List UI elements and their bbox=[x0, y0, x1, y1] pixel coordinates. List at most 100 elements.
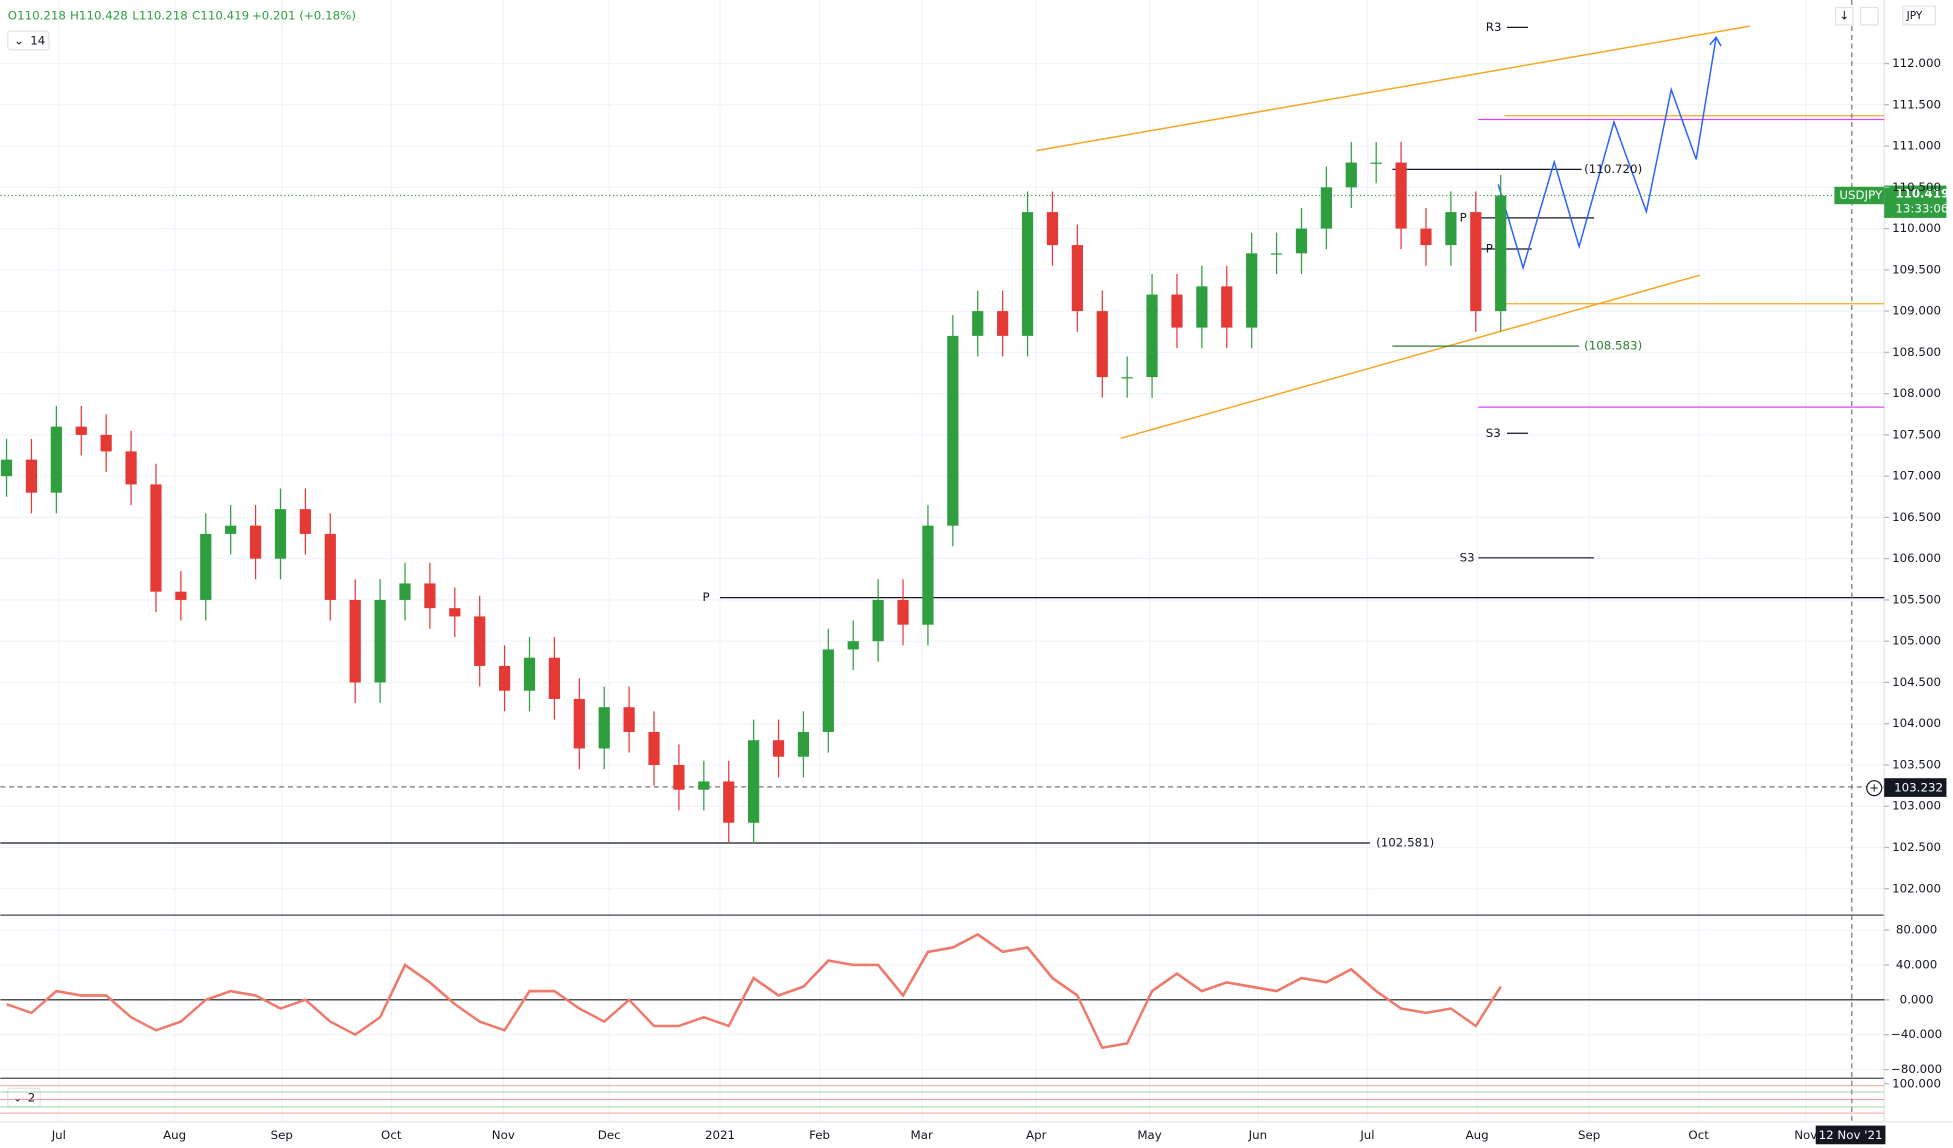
candle-body bbox=[498, 665, 511, 691]
annotation: S3 bbox=[1486, 426, 1501, 440]
icon: + bbox=[1869, 781, 1879, 795]
candle-body bbox=[25, 459, 38, 493]
y-tick-label: 111.000 bbox=[1892, 139, 1941, 153]
x-tick-label: Dec bbox=[598, 1128, 621, 1142]
candle-body bbox=[772, 740, 785, 757]
crosshair-date-badge bbox=[1815, 1125, 1886, 1145]
candle-body bbox=[723, 781, 735, 823]
candle-body bbox=[1221, 286, 1233, 328]
candle-body bbox=[175, 591, 187, 600]
candle-body bbox=[1021, 212, 1034, 336]
candle-body bbox=[1470, 212, 1482, 312]
candle-body bbox=[150, 484, 162, 592]
annotation: P bbox=[1460, 210, 1467, 224]
candle-body bbox=[1046, 212, 1059, 246]
candle-body bbox=[1295, 228, 1308, 254]
candle-body bbox=[673, 764, 685, 790]
candle-body bbox=[374, 599, 386, 683]
y-tick-label: −40.000 bbox=[1891, 1027, 1942, 1041]
candle-body bbox=[274, 509, 287, 559]
indicator-length: 2 bbox=[28, 1091, 36, 1105]
candle-body bbox=[399, 583, 411, 600]
candle-body bbox=[1345, 162, 1357, 188]
y-tick-label: 40.000 bbox=[1896, 957, 1937, 971]
x-tick-label: Jun bbox=[1248, 1128, 1267, 1142]
candle-body bbox=[648, 731, 660, 765]
candle-body bbox=[947, 335, 959, 526]
crosshair-price: 103.232 bbox=[1894, 781, 1943, 795]
crosshair-add[interactable] bbox=[1866, 780, 1883, 797]
y-tick-label: 102.000 bbox=[1892, 881, 1941, 895]
y-tick-label: 105.500 bbox=[1892, 592, 1941, 606]
x-tick-label: Oct bbox=[1688, 1128, 1709, 1142]
candle-body bbox=[797, 731, 810, 757]
x-tick-label: Oct bbox=[381, 1128, 402, 1142]
candle-body bbox=[1196, 286, 1208, 328]
candle-body bbox=[299, 509, 311, 534]
x-tick-label: Aug bbox=[163, 1128, 186, 1142]
candle-body bbox=[1445, 212, 1457, 246]
drawings bbox=[0, 0, 1885, 1122]
y-tick-label: 109.000 bbox=[1892, 304, 1941, 318]
y-tick-label: 103.500 bbox=[1892, 757, 1941, 771]
y-tick-label: −80.000 bbox=[1891, 1062, 1942, 1076]
crosshair-date: 12 Nov '21 bbox=[1819, 1128, 1883, 1142]
candle-body bbox=[972, 311, 984, 336]
symbol: USDJPY bbox=[1839, 188, 1883, 202]
candle-body bbox=[1420, 228, 1432, 246]
y-tick-label: 107.000 bbox=[1892, 469, 1941, 483]
x-tick-label: Apr bbox=[1026, 1128, 1047, 1142]
ohlc-open: O110.218 bbox=[8, 9, 66, 23]
symbol-badge bbox=[1834, 186, 1885, 205]
oscillator-positive bbox=[5, 933, 1502, 1000]
candle-body bbox=[872, 599, 884, 642]
y-tick-label: 110.000 bbox=[1892, 221, 1941, 235]
candle-body bbox=[75, 426, 87, 435]
candle-body bbox=[1370, 162, 1382, 164]
reset-button[interactable] bbox=[1859, 6, 1879, 26]
x-tick-label: May bbox=[1137, 1128, 1161, 1142]
y-tick-label: 100.000 bbox=[1892, 1076, 1941, 1090]
crosshair-badge bbox=[1884, 778, 1947, 797]
y-tick-label: 0.000 bbox=[1900, 992, 1934, 1006]
candle-body bbox=[449, 608, 461, 617]
y-tick-label: 80.000 bbox=[1896, 923, 1937, 937]
ohlc-change: +0.201 (+0.18%) bbox=[252, 9, 356, 23]
y-tick-label: 106.500 bbox=[1892, 510, 1941, 524]
marks bbox=[0, 141, 1885, 1050]
candle-body bbox=[0, 459, 13, 477]
y-tick-label: 103.000 bbox=[1892, 799, 1941, 813]
indicator-toggle[interactable] bbox=[7, 30, 50, 51]
last-price: 110.419 bbox=[1895, 187, 1949, 201]
ohlc-high: H110.428 bbox=[70, 9, 128, 23]
annotation: (102.581) bbox=[1376, 835, 1434, 849]
candle-body bbox=[623, 707, 635, 732]
candle-body bbox=[225, 525, 237, 534]
channel-upper bbox=[1036, 25, 1750, 152]
candle-body bbox=[1071, 245, 1083, 312]
indicator-length: 14 bbox=[30, 34, 45, 48]
scroll-button[interactable] bbox=[1835, 6, 1854, 26]
channel-lower bbox=[1120, 274, 1701, 440]
candle-body bbox=[1495, 195, 1507, 312]
candle-body bbox=[922, 525, 934, 625]
y-tick-label: 109.500 bbox=[1892, 262, 1941, 276]
candle-body bbox=[100, 434, 112, 452]
currency: JPY bbox=[1906, 10, 1923, 22]
candle-body bbox=[474, 616, 486, 666]
candle-body bbox=[349, 599, 361, 683]
projection-arrow bbox=[1709, 36, 1722, 47]
y-tick-label: 111.500 bbox=[1892, 97, 1941, 111]
candle-body bbox=[1395, 162, 1407, 229]
currency-button[interactable] bbox=[1902, 5, 1936, 26]
candle-body bbox=[1270, 253, 1283, 255]
annotation: R3 bbox=[1486, 20, 1502, 34]
x-tick-label: Feb bbox=[809, 1128, 830, 1142]
y-tick-label: 106.000 bbox=[1892, 551, 1941, 565]
candle-body bbox=[324, 533, 336, 600]
chevron: ⌄ bbox=[13, 1091, 23, 1105]
x-tick-label: Sep bbox=[271, 1128, 293, 1142]
candle-body bbox=[1320, 187, 1332, 229]
candle-body bbox=[1171, 294, 1183, 328]
